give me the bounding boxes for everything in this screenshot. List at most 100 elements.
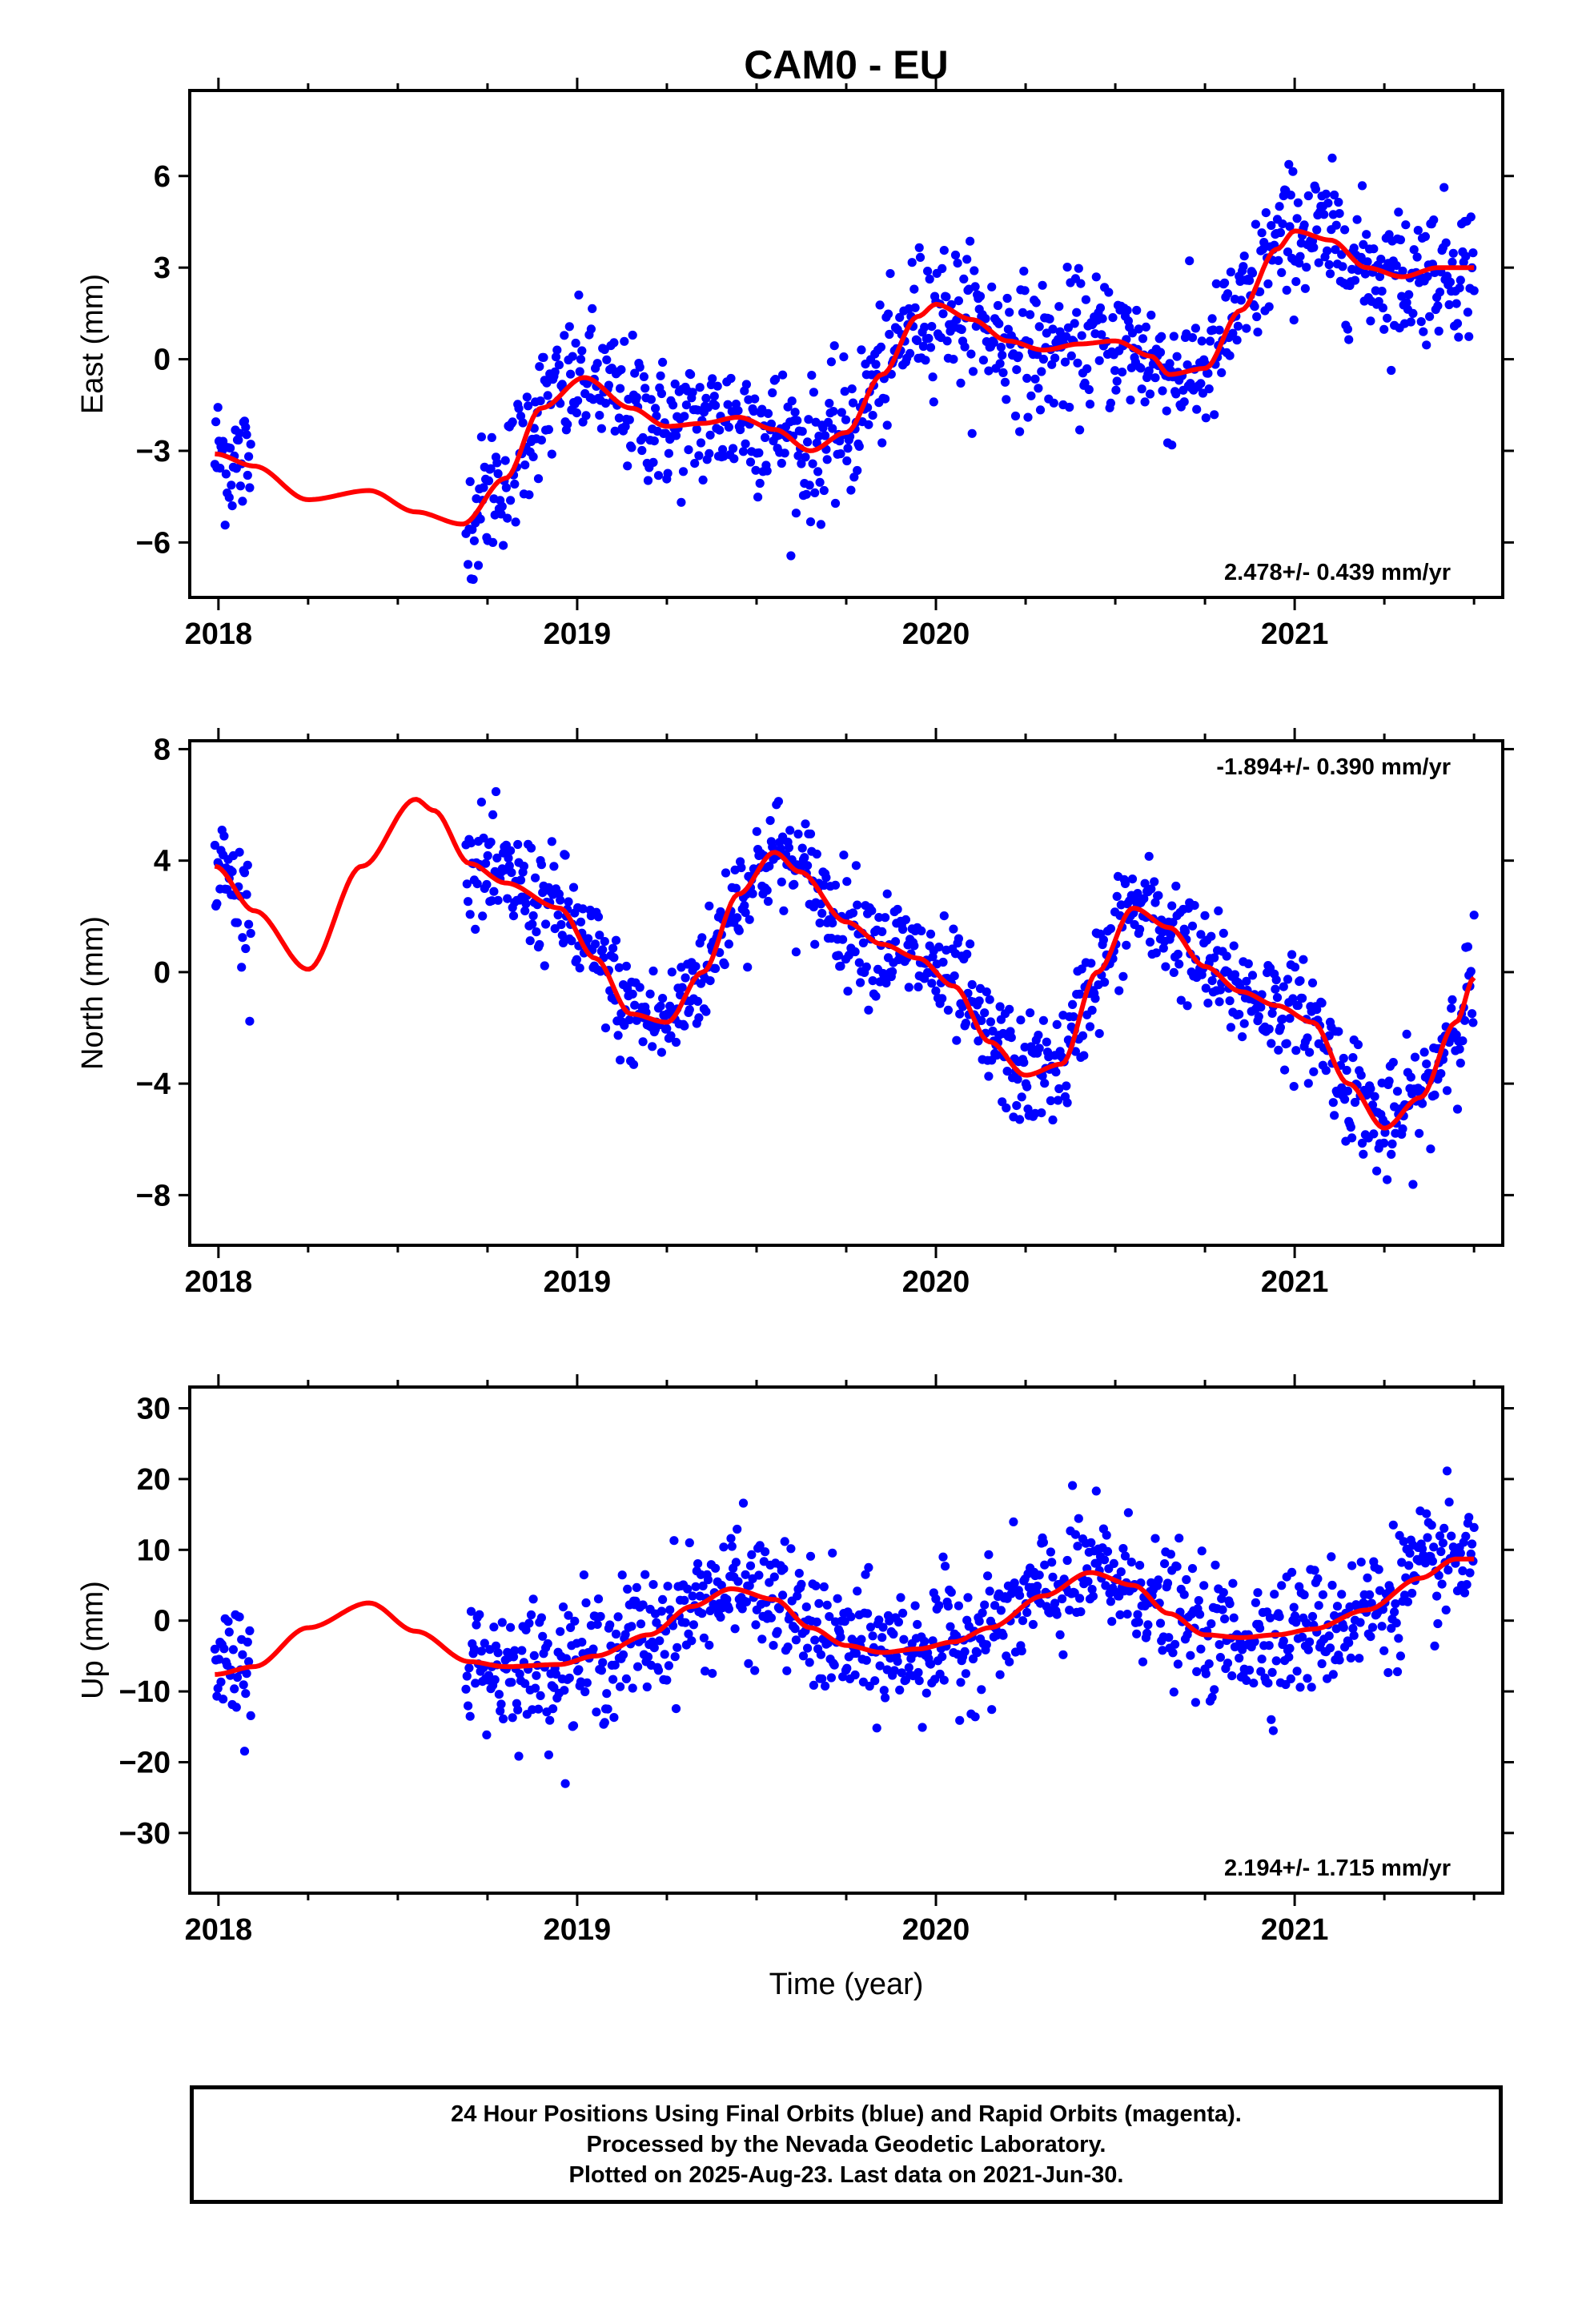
data-point	[532, 1671, 541, 1680]
data-point	[1006, 1033, 1016, 1043]
data-point	[812, 438, 821, 448]
data-point	[769, 1572, 779, 1582]
data-point	[1144, 366, 1154, 376]
data-point	[239, 1747, 250, 1756]
data-point	[1154, 1575, 1163, 1585]
data-point	[1158, 943, 1168, 953]
data-point	[1048, 1115, 1058, 1125]
data-point	[1207, 976, 1217, 986]
data-point	[724, 939, 734, 949]
data-point	[557, 931, 567, 940]
data-point	[833, 951, 843, 960]
data-point	[1197, 336, 1207, 346]
data-point	[841, 415, 851, 424]
data-point	[1464, 1513, 1474, 1522]
data-point	[753, 493, 763, 502]
data-point	[507, 1678, 516, 1687]
data-point	[1295, 259, 1304, 268]
data-point	[1225, 996, 1235, 1006]
data-point	[1236, 296, 1246, 305]
data-point	[1423, 271, 1432, 281]
data-point	[1401, 220, 1411, 230]
data-point	[1132, 1629, 1142, 1638]
data-point	[711, 1563, 721, 1573]
data-point	[511, 517, 520, 527]
data-point	[793, 416, 802, 425]
data-point	[1017, 1092, 1026, 1102]
data-point	[1176, 995, 1186, 1005]
data-point	[1263, 279, 1273, 289]
data-point	[1267, 1667, 1277, 1677]
data-point	[805, 1658, 814, 1667]
data-point	[568, 883, 579, 892]
x-tick-label: 2021	[1261, 617, 1329, 651]
data-point	[510, 1646, 520, 1655]
data-point	[1295, 1683, 1305, 1692]
data-point	[711, 400, 721, 410]
data-point	[1279, 982, 1288, 991]
data-point	[814, 1598, 824, 1608]
data-point	[1347, 1561, 1357, 1570]
data-point	[1251, 1598, 1260, 1607]
data-point	[1167, 901, 1177, 911]
data-point	[853, 465, 862, 476]
data-point	[1050, 353, 1060, 363]
data-point	[1233, 321, 1243, 331]
data-point	[1298, 1632, 1307, 1642]
data-point	[1282, 285, 1291, 295]
data-point	[683, 1584, 693, 1594]
data-point	[1285, 1643, 1295, 1653]
data-point	[995, 359, 1005, 368]
data-point	[1378, 303, 1387, 313]
data-point	[548, 1704, 558, 1714]
data-point	[244, 452, 254, 461]
data-point	[1455, 283, 1464, 293]
data-point	[1438, 1538, 1447, 1548]
data-point	[797, 843, 807, 853]
data-point	[776, 843, 785, 854]
data-point	[1282, 1039, 1291, 1048]
data-point	[741, 439, 750, 448]
data-point	[1111, 385, 1121, 395]
data-point	[780, 448, 789, 458]
data-point	[656, 1001, 665, 1011]
data-point	[1140, 397, 1150, 407]
data-point	[638, 1600, 648, 1610]
data-point	[581, 411, 591, 420]
data-point	[752, 826, 761, 836]
data-point	[871, 991, 881, 1001]
data-point	[1000, 377, 1010, 387]
data-point	[618, 1650, 628, 1659]
data-point	[586, 324, 596, 334]
up-panel: −30 −20 −10 0 10 20 30 2018 2019 2020 2021 Up (mm) 2…	[76, 1374, 1514, 1947]
data-point	[571, 338, 580, 348]
data-point	[1031, 298, 1041, 308]
data-point	[1344, 335, 1354, 344]
data-point	[1439, 183, 1449, 192]
data-point	[1299, 220, 1309, 230]
data-point	[649, 436, 659, 446]
data-point	[525, 936, 535, 946]
data-point	[1402, 298, 1411, 308]
data-point	[1367, 1622, 1378, 1632]
data-point	[663, 468, 673, 478]
data-point	[1348, 1623, 1358, 1634]
data-point	[980, 1008, 990, 1018]
data-point	[1319, 210, 1329, 219]
data-point	[825, 399, 834, 408]
data-point	[602, 355, 612, 364]
data-point	[1066, 351, 1076, 360]
data-point	[1087, 1585, 1097, 1594]
data-point	[762, 886, 772, 895]
data-point	[608, 1675, 618, 1684]
data-point	[570, 1616, 580, 1626]
data-point	[893, 904, 902, 915]
data-point	[1215, 985, 1225, 995]
data-point	[1077, 331, 1086, 340]
data-point	[1366, 1084, 1375, 1094]
data-point	[950, 971, 959, 981]
data-point	[1033, 350, 1042, 360]
y-tick-label: 6	[154, 160, 171, 194]
data-point	[1187, 333, 1198, 343]
data-point	[941, 1562, 950, 1571]
